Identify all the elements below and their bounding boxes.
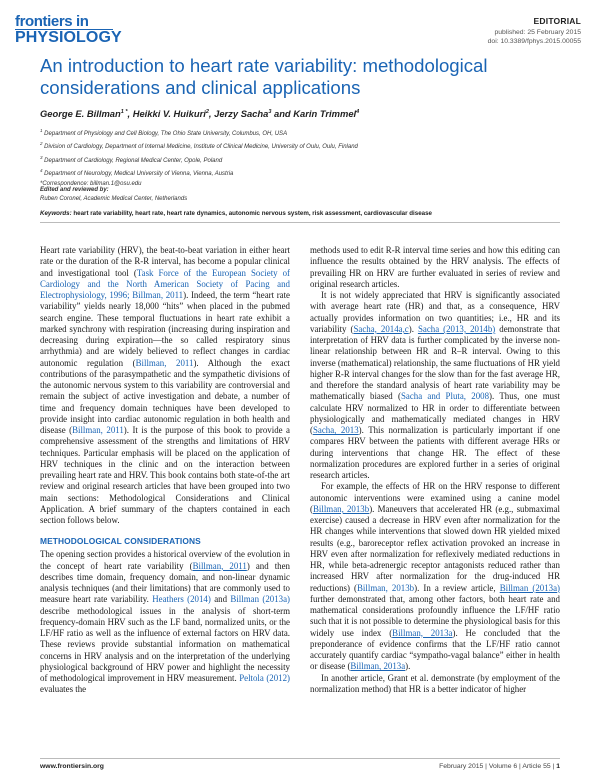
citation-link[interactable]: Billman, 2013a	[392, 627, 453, 638]
keywords-heading: Keywords:	[40, 210, 72, 217]
paragraph: In another article, Grant et al. demonst…	[310, 672, 560, 694]
journal-logo-line2: PHYSIOLOGY	[15, 29, 122, 46]
edited-by-value: Ruben Coronel, Academic Medical Center, …	[40, 195, 188, 202]
affiliation-item: 1 Department of Physiology and Cell Biol…	[40, 128, 288, 137]
citation-link[interactable]: Billman, 2013b	[312, 503, 370, 514]
citation-link[interactable]: Billman, 2011	[192, 560, 247, 571]
citation-link[interactable]: Sacha (2013, 2014b)	[417, 323, 496, 334]
keywords-value: heart rate variability, heart rate, hear…	[73, 210, 432, 217]
affiliation-list: 1 Department of Physiology and Cell Biol…	[40, 126, 560, 180]
citation-link[interactable]: Billman, 2011	[72, 425, 124, 435]
edited-by: Edited and reviewed by: Ruben Coronel, A…	[40, 186, 187, 203]
citation-link[interactable]: Sacha and Pluta, 2008	[400, 391, 490, 402]
body-column-left: Heart rate variability (HRV), the beat-t…	[40, 245, 290, 696]
citation-link[interactable]: Billman, 2013b	[357, 582, 415, 593]
citation-link[interactable]: Billman, 2011	[135, 357, 194, 368]
article-type: EDITORIAL	[533, 16, 581, 26]
citation-link[interactable]: Billman, 2013a	[350, 661, 406, 672]
paragraph: For example, the effects of HR on the HR…	[310, 481, 560, 672]
body-column-right: methods used to edit R-R interval time s…	[310, 245, 560, 695]
affiliation-item: 4 Department of Neurology, Medical Unive…	[40, 168, 234, 178]
section-heading: METHODOLOGICAL CONSIDERATIONS	[40, 536, 201, 547]
citation-link[interactable]: Peltola (2012)	[239, 673, 290, 683]
author-name[interactable]: Heikki V. Huikuri	[132, 108, 206, 119]
paragraph: It is not widely appreciated that HRV is…	[310, 290, 560, 480]
author-list: George E. Billman1 *, Heikki V. Huikuri2…	[40, 108, 360, 119]
citation-link[interactable]: Sacha, 2013	[312, 425, 359, 435]
citation-link[interactable]: Sacha, 2014a,c	[353, 323, 409, 334]
paragraph: methods used to edit R-R interval time s…	[310, 245, 560, 289]
affiliation-item: 3 Department of Cardiology, Regional Med…	[40, 154, 223, 164]
correspondence: *Correspondence: billman.1@osu.edu	[40, 180, 142, 187]
article-title: An introduction to heart rate variabilit…	[40, 55, 488, 98]
footer-divider	[40, 758, 560, 759]
affiliations: 1 Department of Physiology and Cell Biol…	[40, 126, 560, 189]
edited-by-heading: Edited and reviewed by:	[40, 187, 109, 193]
footer-url[interactable]: www.frontiersin.org	[40, 763, 104, 770]
author-name[interactable]: Karin Trimmel	[293, 108, 357, 119]
citation-link[interactable]: Task Force of the European Society of Ca…	[40, 267, 290, 301]
citation-link[interactable]: Heathers (2014)	[152, 594, 211, 605]
doi[interactable]: doi: 10.3389/fphys.2015.00055	[487, 38, 581, 45]
page-number: 1	[556, 763, 560, 770]
citation-link[interactable]: Billman (2013a)	[230, 594, 290, 605]
author-name[interactable]: Jerzy Sacha	[214, 108, 269, 119]
author-affiliation-mark: 4	[356, 108, 360, 115]
author-affiliation-mark: 1 *	[120, 108, 128, 115]
footer-issue: February 2015 | Volume 6 | Article 55 | …	[439, 763, 560, 770]
affiliation-item: 2 Division of Cardiology, Department of …	[40, 141, 358, 151]
citation-link[interactable]: Billman (2013a)	[499, 582, 560, 593]
author-name[interactable]: George E. Billman	[40, 108, 121, 119]
logo-divider	[15, 29, 113, 30]
keywords: Keywords: heart rate variability, heart …	[40, 210, 432, 217]
keywords-divider	[40, 222, 560, 223]
paragraph: The opening section provides a historica…	[40, 549, 290, 695]
author-affiliation-mark: 2	[205, 108, 209, 115]
journal-logo-line1: frontiers in	[15, 13, 89, 30]
published-date: published: 25 February 2015	[494, 28, 581, 36]
author-affiliation-mark: 3	[268, 108, 272, 115]
article-meta: EDITORIAL published: 25 February 2015 do…	[487, 16, 581, 47]
paragraph: Heart rate variability (HRV), the beat-t…	[40, 245, 290, 525]
footer-issue-text: February 2015 | Volume 6 | Article 55 |	[439, 763, 557, 770]
